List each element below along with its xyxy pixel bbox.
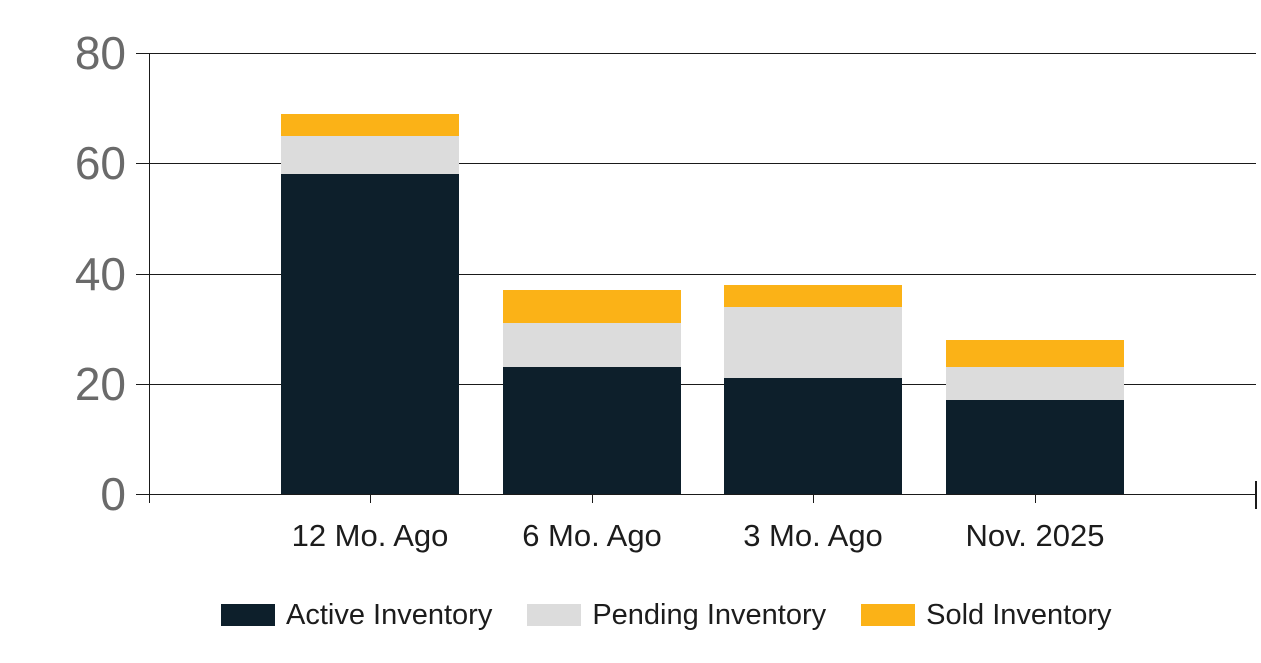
x-tick-label: Nov. 2025 (965, 518, 1105, 553)
x-axis-line (136, 494, 1256, 495)
segment-active-inventory (503, 367, 681, 494)
x-tick (813, 494, 814, 503)
gridline-80 (136, 53, 1256, 54)
y-tick-label: 80 (74, 27, 126, 79)
x-tick-label: 6 Mo. Ago (522, 518, 662, 553)
y-tick-label: 60 (74, 137, 126, 189)
legend-swatch-active-inventory (221, 604, 275, 626)
x-tick (592, 494, 593, 503)
segment-sold-inventory (281, 113, 459, 136)
bar-12-mo-ago (281, 53, 459, 494)
segment-sold-inventory (503, 290, 681, 324)
plot-area (136, 53, 1257, 509)
segment-pending-inventory (724, 306, 902, 379)
segment-active-inventory (724, 378, 902, 494)
legend-item-pending-inventory: Pending Inventory (527, 599, 826, 632)
segment-pending-inventory (281, 135, 459, 175)
gridline-40 (136, 274, 1256, 275)
gridline-60 (136, 163, 1256, 164)
bar-3-mo-ago (724, 53, 902, 494)
segment-sold-inventory (946, 339, 1124, 368)
x-tick-label: 12 Mo. Ago (291, 518, 449, 553)
segment-active-inventory (946, 400, 1124, 494)
x-tick (1035, 494, 1036, 503)
legend-label: Sold Inventory (926, 598, 1112, 631)
legend-label: Active Inventory (286, 598, 493, 631)
y-tick-label: 40 (74, 248, 126, 300)
segment-pending-inventory (946, 367, 1124, 401)
x-axis-end-tick (1255, 481, 1257, 509)
segment-active-inventory (281, 174, 459, 494)
x-tick-label: 3 Mo. Ago (743, 518, 883, 553)
y-axis-line (149, 53, 150, 503)
x-tick (370, 494, 371, 503)
legend: Active Inventory Pending Inventory Sold In… (221, 598, 1112, 632)
legend-item-active-inventory: Active Inventory (221, 599, 492, 632)
legend-swatch-pending-inventory (527, 604, 582, 626)
gridline-20 (136, 384, 1256, 385)
bar-nov-2025 (946, 53, 1124, 494)
legend-label: Pending Inventory (592, 598, 827, 631)
legend-swatch-sold-inventory (861, 604, 916, 626)
segment-pending-inventory (503, 323, 681, 368)
bar-6-mo-ago (503, 53, 681, 494)
legend-item-sold-inventory: Sold Inventory (861, 598, 1112, 632)
segment-sold-inventory (724, 284, 902, 307)
y-tick-label: 0 (100, 468, 126, 520)
y-tick-label: 20 (74, 358, 126, 410)
